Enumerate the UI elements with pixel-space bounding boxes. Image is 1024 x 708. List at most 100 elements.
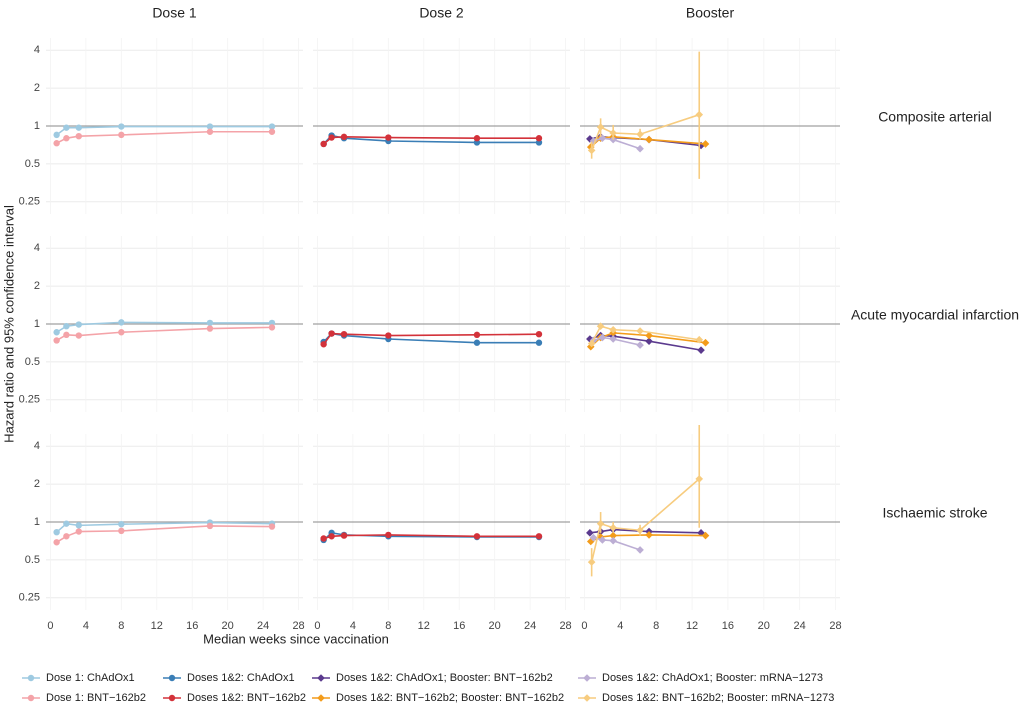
series-composite-arterial-d1_bnt xyxy=(53,128,276,147)
data-point xyxy=(75,528,82,535)
data-point xyxy=(206,123,214,130)
y-tick-label: 1 xyxy=(34,318,40,330)
row-title-ischaemic-stroke: Ischaemic stroke xyxy=(882,505,987,521)
x-tick-label: 20 xyxy=(489,620,501,632)
data-point xyxy=(645,337,653,346)
series-composite-arterial-d12_chad xyxy=(320,132,543,148)
data-point xyxy=(695,335,704,344)
legend-swatch-marker xyxy=(583,674,591,682)
y-tick-label: 2 xyxy=(34,478,40,490)
y-tick-label: 0.25 xyxy=(19,196,40,208)
legend-item-bst_chad_bnt: Doses 1&2: ChAdOx1; Booster: BNT−162b2 xyxy=(312,672,553,684)
data-point xyxy=(701,531,710,540)
legend-label: Doses 1&2: ChAdOx1 xyxy=(187,672,295,684)
data-point xyxy=(63,533,70,540)
y-tick-label: 0.5 xyxy=(25,356,40,368)
panel-ischaemic-stroke-booster xyxy=(580,434,840,610)
data-point xyxy=(268,324,276,331)
x-tick-label: 20 xyxy=(758,620,770,632)
data-point xyxy=(206,128,214,135)
x-tick-label: 20 xyxy=(222,620,234,632)
data-point xyxy=(206,319,214,327)
y-tick-label: 4 xyxy=(34,242,40,254)
legend-swatch-marker xyxy=(168,674,176,682)
data-point xyxy=(118,329,125,336)
series-acute-myocardial-infarction-d1_bnt xyxy=(53,324,276,344)
data-point xyxy=(385,531,392,539)
x-tick-label: 4 xyxy=(350,620,356,632)
data-point xyxy=(118,123,125,130)
data-point xyxy=(701,140,710,148)
x-tick-label: 28 xyxy=(559,620,571,632)
data-point xyxy=(63,331,70,339)
series-composite-arterial-d12_bnt xyxy=(320,133,543,148)
legend-swatch-marker xyxy=(317,694,325,702)
y-tick-label: 4 xyxy=(34,440,40,452)
x-tick-label: 0 xyxy=(314,620,320,632)
data-point xyxy=(63,135,70,142)
x-tick-label: 0 xyxy=(47,620,53,632)
data-point xyxy=(328,134,335,141)
legend-label: Doses 1&2: BNT−162b2; Booster: BNT−162b2 xyxy=(336,692,564,704)
data-point xyxy=(53,337,60,344)
series-line xyxy=(56,525,272,543)
data-point xyxy=(53,140,60,147)
x-tick-label: 8 xyxy=(118,620,124,632)
series-acute-myocardial-infarction-d1_chad xyxy=(53,319,276,336)
x-tick-label: 8 xyxy=(385,620,391,632)
legend-label: Doses 1&2: BNT−162b2 xyxy=(187,692,306,704)
panel-acute-myocardial-infarction-dose-2 xyxy=(313,236,570,412)
data-point xyxy=(473,339,481,346)
y-tick-label: 1 xyxy=(34,516,40,528)
data-point xyxy=(596,519,605,528)
data-point xyxy=(340,532,348,539)
x-tick-label: 12 xyxy=(151,620,163,632)
data-point xyxy=(53,539,60,546)
data-point xyxy=(473,331,481,339)
data-point xyxy=(473,135,481,142)
series-ischaemic-stroke-d12_bnt xyxy=(320,531,543,542)
data-point xyxy=(535,339,543,346)
data-point xyxy=(645,135,653,144)
data-point xyxy=(609,531,617,540)
data-point xyxy=(695,110,704,119)
series-acute-myocardial-infarction-d12_bnt xyxy=(320,330,543,348)
data-point xyxy=(535,330,543,338)
data-point xyxy=(75,321,82,328)
legend-item-d12_bnt: Doses 1&2: BNT−162b2 xyxy=(163,692,306,704)
data-point xyxy=(609,536,617,545)
series-ischaemic-stroke-bst_bnt_mrna xyxy=(587,424,704,577)
data-point xyxy=(268,123,276,130)
data-point xyxy=(118,527,125,535)
panel-ischaemic-stroke-dose-2 xyxy=(313,434,570,610)
x-tick-label: 4 xyxy=(617,620,623,632)
x-tick-label: 12 xyxy=(418,620,430,632)
data-point xyxy=(645,531,653,539)
series-line xyxy=(590,478,700,563)
legend-item-d12_chad: Doses 1&2: ChAdOx1 xyxy=(163,672,295,684)
x-tick-label: 16 xyxy=(453,620,465,632)
series-composite-arterial-d1_chad xyxy=(53,123,276,139)
x-tick-label: 16 xyxy=(722,620,734,632)
x-tick-label: 28 xyxy=(829,620,841,632)
data-point xyxy=(586,335,594,343)
panel-ischaemic-stroke-dose-1 xyxy=(46,434,303,610)
legend-label: Doses 1&2: ChAdOx1; Booster: mRNA−1273 xyxy=(602,672,823,684)
x-tick-label: 4 xyxy=(83,620,89,632)
series-line xyxy=(593,536,641,551)
panel-composite-arterial-dose-2 xyxy=(313,38,570,214)
data-point xyxy=(636,144,644,153)
data-point xyxy=(636,327,644,335)
data-point xyxy=(598,333,607,342)
data-point xyxy=(587,558,596,566)
data-point xyxy=(598,536,607,544)
legend-swatch-marker xyxy=(27,694,35,702)
data-point xyxy=(328,330,335,337)
legend-label: Doses 1&2: BNT−162b2; Booster: mRNA−1273 xyxy=(602,692,834,704)
y-tick-label: 0.5 xyxy=(25,158,40,170)
data-point xyxy=(75,332,82,339)
column-title-dose-2: Dose 2 xyxy=(419,5,464,21)
data-point xyxy=(340,330,348,338)
panel-acute-myocardial-infarction-booster xyxy=(580,236,840,412)
x-tick-label: 0 xyxy=(581,620,587,632)
